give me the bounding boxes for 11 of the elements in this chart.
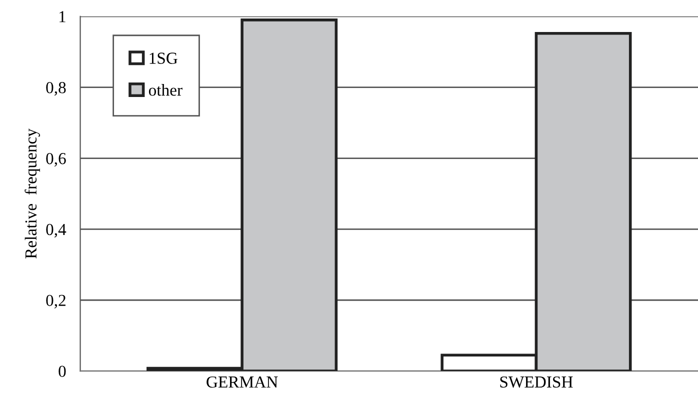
x-tick-label: GERMAN [206,376,278,388]
legend-label: 1SG [150,52,178,64]
x-tick-label: SWEDISH [500,376,573,388]
y-tick-label: 0,8 [46,82,66,96]
y-tick-label: 0,4 [46,224,66,238]
legend-label: other [148,84,182,96]
y-axis-title: Relative frequency [24,128,40,258]
y-tick-label: 1 [60,11,66,22]
y-tick-label: 0 [58,366,66,377]
y-tick-label: 0,6 [46,152,66,167]
y-tick-label: 0,2 [46,294,66,308]
